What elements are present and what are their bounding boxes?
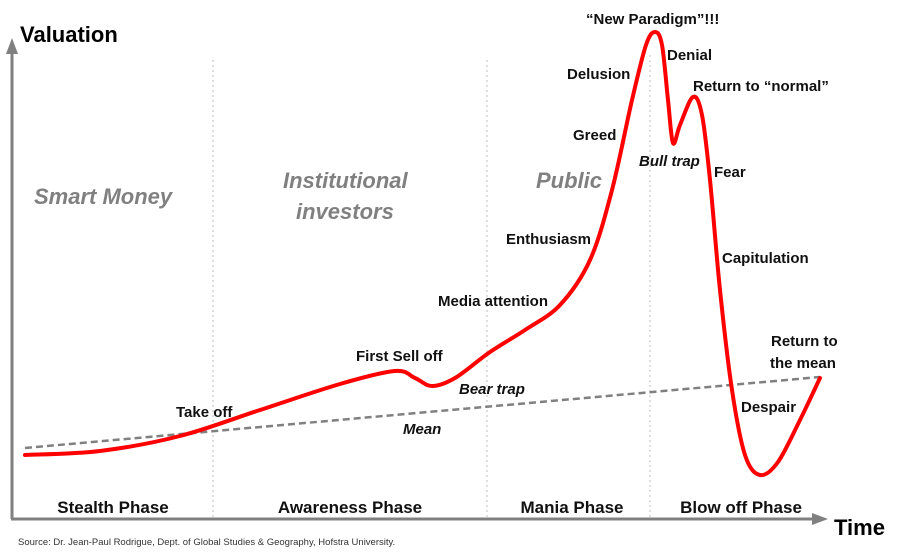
- label-return-to-mean-line1: Return to: [771, 333, 838, 350]
- label-mean: Mean: [403, 421, 441, 438]
- label-return-to-mean-line2: the mean: [770, 355, 836, 372]
- mean-line: [24, 375, 821, 450]
- group-smart-money: Smart Money: [34, 184, 174, 209]
- phase-stealth: Stealth Phase: [57, 498, 169, 517]
- x-axis-arrow-icon: [812, 513, 828, 525]
- label-enthusiasm: Enthusiasm: [506, 231, 591, 248]
- label-capitulation: Capitulation: [722, 250, 809, 267]
- group-investors: investors: [296, 199, 394, 224]
- label-delusion: Delusion: [567, 66, 630, 83]
- phase-awareness: Awareness Phase: [278, 498, 422, 517]
- source-credit: Source: Dr. Jean-Paul Rodrigue, Dept. of…: [18, 537, 395, 548]
- y-axis-arrow-icon: [6, 38, 18, 54]
- label-fear: Fear: [714, 164, 746, 181]
- label-take-off: Take off: [176, 404, 233, 421]
- phase-blow-off: Blow off Phase: [680, 498, 802, 517]
- label-denial: Denial: [667, 47, 712, 64]
- label-despair: Despair: [741, 399, 796, 416]
- label-media-attention: Media attention: [438, 293, 548, 310]
- x-axis-label: Time: [834, 515, 885, 540]
- label-first-sell-off: First Sell off: [356, 348, 444, 365]
- label-new-paradigm: “New Paradigm”!!!: [586, 11, 719, 28]
- group-public: Public: [536, 168, 602, 193]
- label-greed: Greed: [573, 127, 616, 144]
- phase-mania: Mania Phase: [521, 498, 624, 517]
- label-bull-trap: Bull trap: [639, 153, 700, 170]
- valuation-curve: [23, 30, 822, 478]
- label-return-to-normal: Return to “normal”: [693, 78, 829, 95]
- y-axis-label: Valuation: [20, 22, 118, 47]
- group-institutional: Institutional: [283, 168, 409, 193]
- label-bear-trap: Bear trap: [459, 381, 525, 398]
